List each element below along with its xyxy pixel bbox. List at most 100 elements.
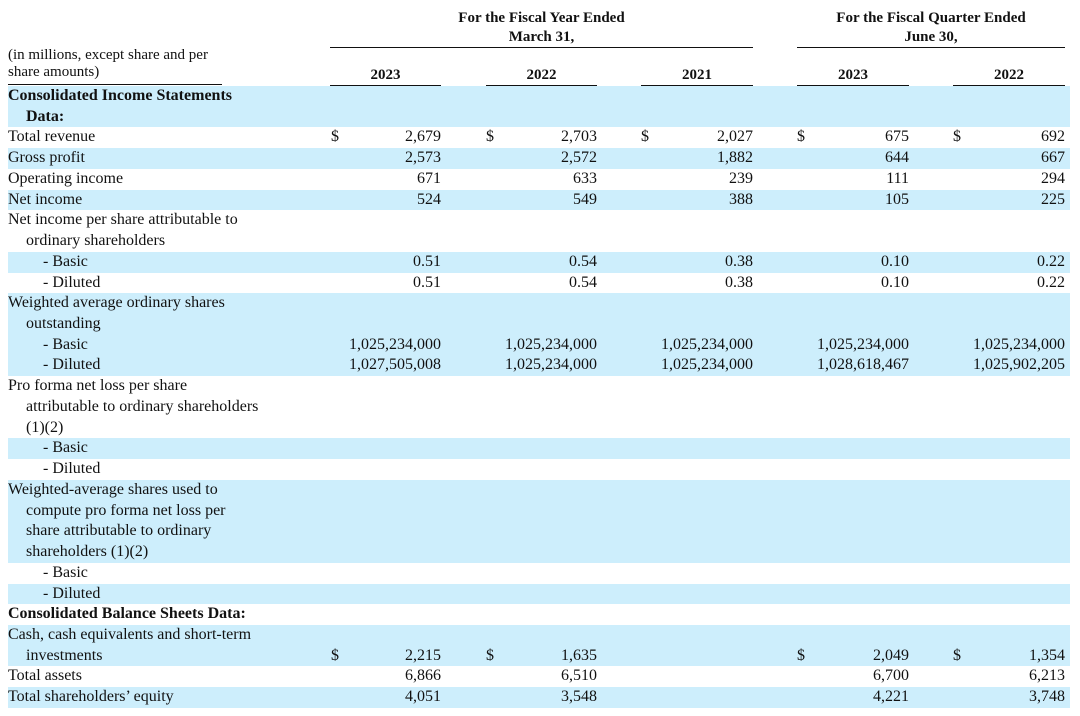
row-label: outstanding <box>26 315 101 333</box>
currency-symbol: $ <box>953 646 961 664</box>
cell-value: 2,679 <box>405 128 441 146</box>
fiscal-quarter-heading: For the Fiscal Quarter Ended <box>836 10 1026 26</box>
cell-value: 692 <box>1041 128 1065 146</box>
heading-rule <box>797 47 1065 48</box>
cell-value: 105 <box>885 190 909 208</box>
cell-value: 1,025,234,000 <box>661 335 753 353</box>
row-label: - Basic <box>43 335 88 353</box>
cell-value: 225 <box>1041 190 1065 208</box>
row-shading <box>8 189 1070 211</box>
cell-value: 0.54 <box>569 252 597 270</box>
row-label: Total revenue <box>8 128 96 146</box>
row-label: - Diluted <box>43 356 101 374</box>
row-label: Gross profit <box>8 149 85 167</box>
cell-value: 675 <box>885 128 909 146</box>
cell-value: 2,215 <box>405 646 441 664</box>
row-label: compute pro forma net loss per <box>26 501 226 519</box>
cell-value: 0.38 <box>725 252 753 270</box>
cell-value: 667 <box>1041 149 1065 167</box>
row-shading <box>8 334 1070 356</box>
fiscal-year-heading: March 31, <box>508 29 575 45</box>
cell-value: 2,027 <box>717 128 753 146</box>
fiscal-year-heading: For the Fiscal Year Ended <box>458 10 625 26</box>
cell-value: 1,025,234,000 <box>817 335 909 353</box>
column-rule <box>797 85 909 86</box>
column-year: 2023 <box>370 67 401 83</box>
cell-value: 0.51 <box>413 273 441 291</box>
row-label: investments <box>26 646 103 664</box>
cell-value: 0.10 <box>881 252 909 270</box>
cell-value: 1,354 <box>1029 646 1065 664</box>
cell-value: 111 <box>886 169 909 187</box>
row-shading <box>8 479 1070 563</box>
row-shading <box>8 293 1070 335</box>
heading-rule <box>330 47 753 48</box>
cell-value: 1,025,234,000 <box>973 335 1065 353</box>
column-rule <box>486 85 597 86</box>
column-year: 2022 <box>526 67 557 83</box>
column-year: 2022 <box>994 67 1024 83</box>
cell-value: 3,748 <box>1029 688 1065 706</box>
cell-value: 2,573 <box>405 149 441 167</box>
row-label: (1)(2) <box>26 418 64 436</box>
row-shading <box>8 148 1070 169</box>
currency-symbol: $ <box>486 128 494 146</box>
row-label: Net income <box>8 190 83 208</box>
cell-value: 1,025,234,000 <box>349 335 441 353</box>
cell-value: 1,025,902,205 <box>973 356 1065 374</box>
column-rule <box>330 85 441 86</box>
row-label: - Diluted <box>43 460 101 478</box>
cell-value: 0.22 <box>1037 273 1065 291</box>
row-shading <box>8 355 1070 377</box>
row-label: Cash, cash equivalents and short-term <box>8 625 252 643</box>
cell-value: 1,025,234,000 <box>505 335 597 353</box>
row-label: shareholders (1)(2) <box>26 543 149 561</box>
cell-value: 633 <box>573 169 597 187</box>
cell-value: 2,049 <box>873 646 909 664</box>
row-label: Total shareholders’ equity <box>8 688 174 706</box>
row-shading <box>8 251 1070 273</box>
cell-value: 1,028,618,467 <box>817 356 909 374</box>
row-label: attributable to ordinary shareholders <box>26 397 259 415</box>
cell-value: 644 <box>885 149 909 167</box>
section-heading: Data: <box>26 107 65 125</box>
row-label: - Basic <box>43 563 88 581</box>
cell-value: 671 <box>417 169 441 187</box>
column-year: 2023 <box>838 67 868 83</box>
cell-value: 1,027,505,008 <box>349 356 441 374</box>
note-rule <box>8 84 222 85</box>
cell-value: 3,548 <box>561 688 597 706</box>
row-label: ordinary shareholders <box>26 232 166 250</box>
row-shading <box>8 583 1070 605</box>
row-shading <box>8 687 1070 708</box>
cell-value: 0.51 <box>413 252 441 270</box>
row-label: share attributable to ordinary <box>26 522 212 540</box>
cell-value: 4,051 <box>405 688 441 706</box>
header-note: share amounts) <box>8 64 100 80</box>
row-label: Net income per share attributable to <box>8 211 238 229</box>
cell-value: 6,510 <box>561 667 597 685</box>
cell-value: 1,025,234,000 <box>661 356 753 374</box>
row-shading <box>8 86 1070 128</box>
cell-value: 0.38 <box>725 273 753 291</box>
currency-symbol: $ <box>331 128 339 146</box>
cell-value: 2,572 <box>561 149 597 167</box>
row-shading <box>8 438 1070 460</box>
cell-value: 2,703 <box>561 128 597 146</box>
cell-value: 1,882 <box>717 149 753 167</box>
row-label: Weighted average ordinary shares <box>8 294 225 312</box>
column-rule <box>953 85 1065 86</box>
cell-value: 6,700 <box>873 667 909 685</box>
row-label: Operating income <box>8 169 124 187</box>
column-rule <box>641 85 753 86</box>
cell-value: 524 <box>417 190 441 208</box>
cell-value: 388 <box>729 190 753 208</box>
row-label: Weighted-average shares used to <box>8 480 218 498</box>
cell-value: 6,866 <box>405 667 441 685</box>
row-label: - Basic <box>43 439 88 457</box>
cell-value: 1,025,234,000 <box>505 356 597 374</box>
cell-value: 4,221 <box>873 688 909 706</box>
cell-value: 239 <box>729 169 753 187</box>
section-heading: Consolidated Income Statements <box>8 87 232 104</box>
